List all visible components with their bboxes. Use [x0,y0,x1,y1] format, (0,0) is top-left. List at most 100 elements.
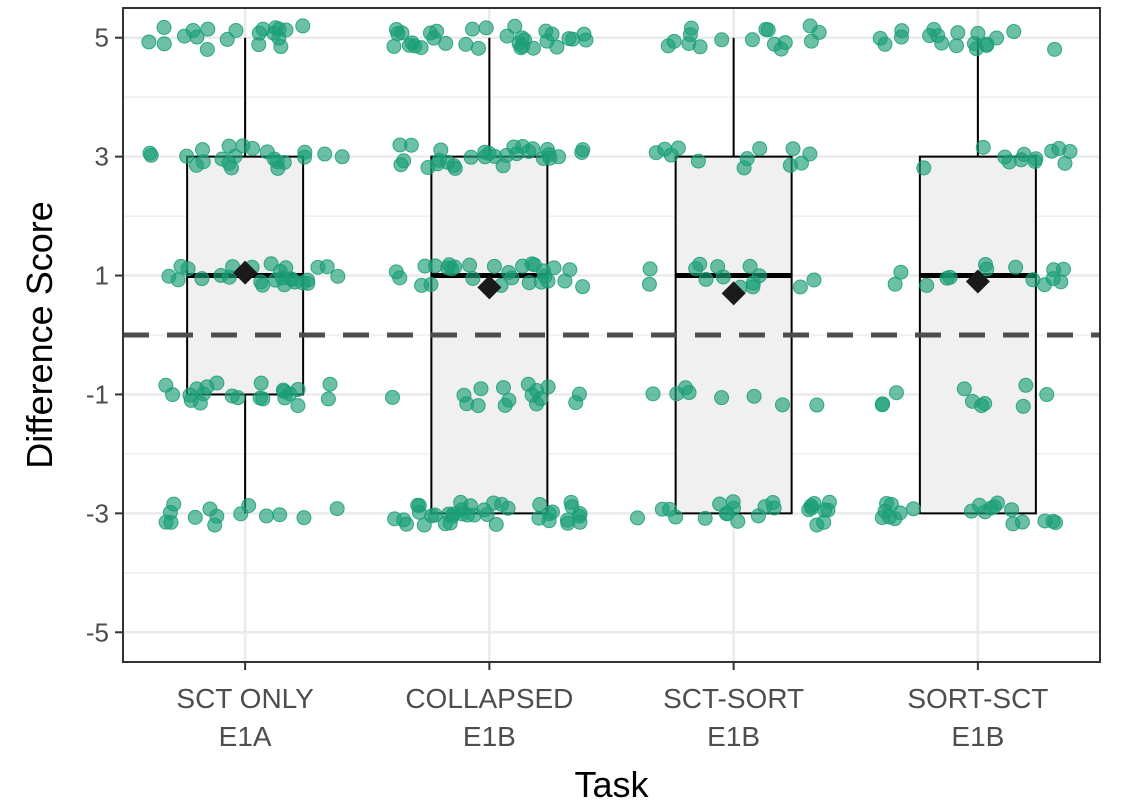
data-point [811,24,827,40]
data-point [760,22,776,38]
data-point [1045,271,1061,287]
data-point [765,495,781,511]
data-point [163,514,179,530]
data-point [251,37,267,53]
data-point [629,510,645,526]
data-point [170,272,186,288]
data-point [213,267,229,283]
data-point [668,509,684,525]
data-point [549,39,565,55]
data-point [751,268,767,284]
data-point [268,20,284,36]
data-point [739,151,755,167]
data-point [893,29,909,45]
data-point [1047,41,1063,57]
data-point [266,151,282,167]
data-point [156,19,172,35]
data-point [978,256,994,272]
data-point [641,276,657,292]
data-point [888,385,904,401]
data-point [1018,377,1034,393]
data-point [544,26,560,42]
data-point [200,21,216,37]
data-point [486,258,502,274]
data-point [956,381,972,397]
data-point [320,391,336,407]
data-point [476,502,492,518]
data-point [578,32,594,48]
data-point [330,268,346,284]
data-point [546,260,562,276]
data-point [297,144,313,160]
data-point [334,149,350,165]
data-point [396,512,412,528]
data-point [1014,514,1030,530]
data-point [460,507,476,523]
data-point [411,498,427,514]
data-point [802,146,818,162]
data-point [1037,513,1053,529]
data-point [235,138,251,154]
data-point [544,504,560,520]
y-tick-label: 1 [95,261,109,291]
data-point [464,21,480,37]
data-point [255,277,271,293]
x-tick-label-line2: E1A [219,721,272,752]
data-point [272,507,288,523]
data-point [385,389,401,405]
data-point [575,279,591,295]
data-point [670,140,686,156]
data-point [1039,387,1055,403]
data-point [997,149,1013,165]
data-point [329,501,345,517]
data-point [473,381,489,397]
data-point [983,500,999,516]
data-point [470,40,486,56]
data-point [165,387,181,403]
data-point [977,395,993,411]
data-point [893,264,909,280]
data-point [979,37,995,53]
data-point [195,142,211,158]
data-point [930,28,946,44]
data-point [507,18,523,34]
data-point [255,391,271,407]
data-point [1044,143,1060,159]
data-point [970,25,986,41]
data-point [571,508,587,524]
x-tick-label-line2: E1B [951,721,1004,752]
y-tick-label: -3 [86,498,109,528]
data-point [233,506,249,522]
mean-marker [477,275,502,300]
data-point [785,141,801,157]
point-layer [141,18,1078,533]
mean-marker [965,269,990,294]
data-point [447,259,463,275]
data-point [300,272,316,288]
data-point [219,31,235,47]
data-point [447,160,463,176]
data-point [654,501,670,517]
data-point [253,375,269,391]
x-tick-label-line1: SCT ONLY [176,683,314,714]
mean-layer [233,260,990,306]
data-point [187,509,203,525]
data-point [227,148,243,164]
data-point [500,500,516,516]
data-point [806,272,822,288]
data-point [429,23,445,39]
data-point [752,141,768,157]
data-point [462,257,478,273]
y-tick-label: -5 [86,617,109,647]
data-point [919,277,935,293]
data-point [1004,502,1020,518]
data-point [809,397,825,413]
data-point [156,36,172,52]
data-point [388,264,404,280]
data-point [774,397,790,413]
data-point [166,496,182,512]
data-point [666,33,682,49]
data-point [562,262,578,278]
data-point [750,508,766,524]
data-point [276,383,292,399]
